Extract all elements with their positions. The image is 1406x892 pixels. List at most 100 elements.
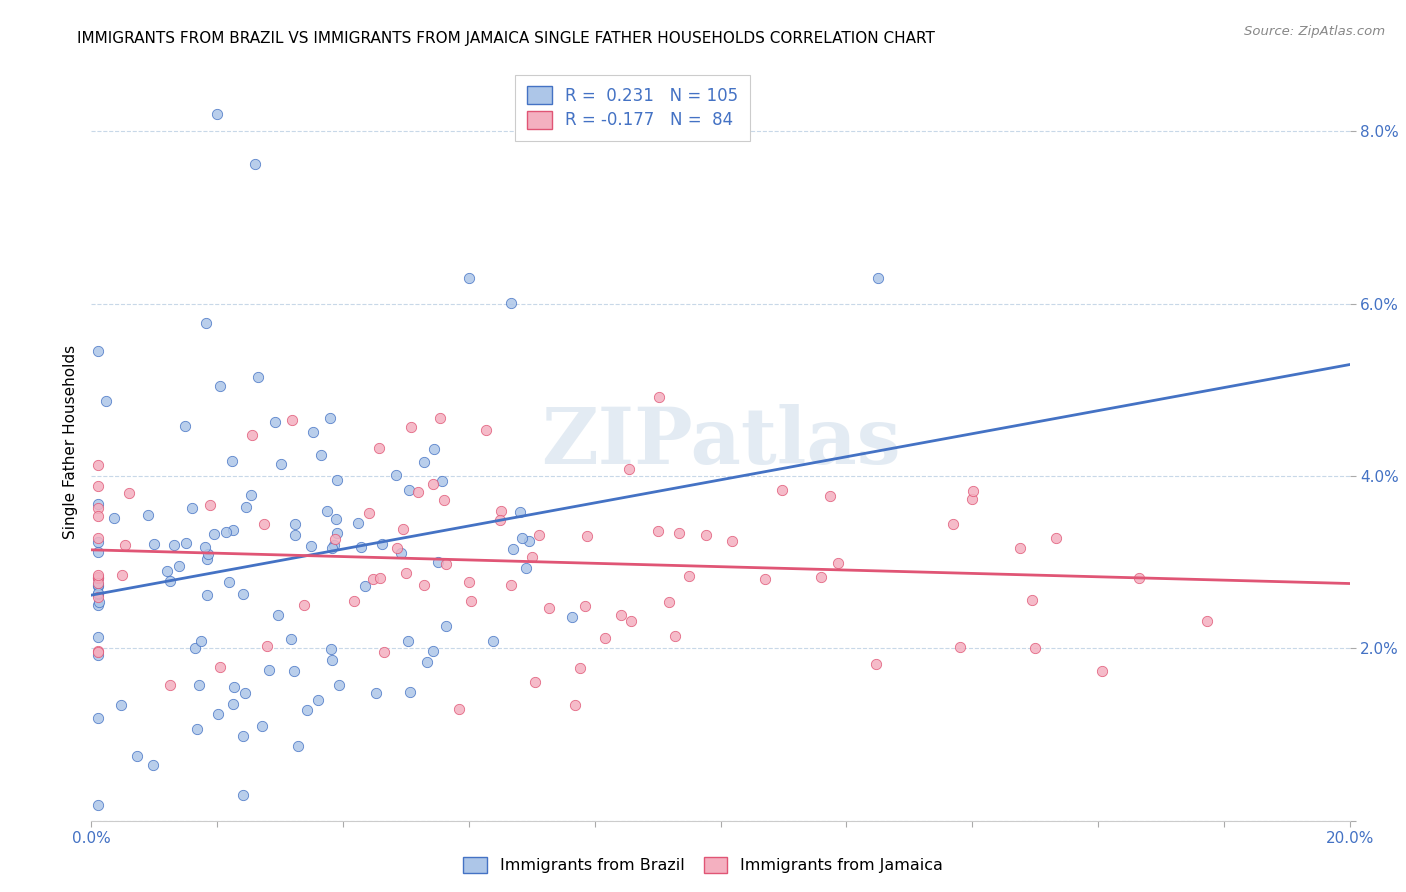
Point <box>429 410 451 425</box>
Point <box>86 535 108 549</box>
Point <box>502 542 524 557</box>
Point <box>347 516 370 530</box>
Point <box>510 531 533 545</box>
Point <box>205 107 228 121</box>
Point <box>350 540 373 554</box>
Point <box>280 632 302 647</box>
Point <box>515 560 537 574</box>
Point <box>434 557 457 571</box>
Point <box>86 479 108 493</box>
Y-axis label: Single Father Households: Single Father Households <box>62 344 77 539</box>
Point <box>574 599 596 613</box>
Point <box>240 427 263 442</box>
Point <box>695 528 717 542</box>
Point <box>187 678 209 692</box>
Point <box>522 549 544 564</box>
Point <box>422 643 444 657</box>
Point <box>720 533 742 548</box>
Point <box>1045 531 1067 545</box>
Point <box>86 798 108 813</box>
Point <box>86 711 108 725</box>
Point <box>422 477 444 491</box>
Point <box>86 458 108 472</box>
Point <box>198 498 221 512</box>
Point <box>962 483 984 498</box>
Point <box>499 295 522 310</box>
Point <box>174 419 197 434</box>
Point <box>678 569 700 583</box>
Point <box>385 541 408 555</box>
Point <box>86 645 108 659</box>
Point <box>560 610 582 624</box>
Point <box>568 660 591 674</box>
Point <box>256 639 278 653</box>
Point <box>658 595 681 609</box>
Point <box>827 556 849 570</box>
Point <box>94 394 117 409</box>
Point <box>284 528 307 542</box>
Point <box>86 578 108 592</box>
Point <box>118 485 141 500</box>
Point <box>575 529 598 543</box>
Point <box>86 648 108 662</box>
Point <box>321 641 343 656</box>
Point <box>136 508 159 523</box>
Point <box>86 571 108 585</box>
Point <box>86 644 108 658</box>
Point <box>86 531 108 545</box>
Point <box>283 664 305 678</box>
Point <box>195 588 218 602</box>
Point <box>86 343 108 358</box>
Point <box>1197 614 1219 628</box>
Point <box>413 578 436 592</box>
Point <box>142 758 165 772</box>
Point <box>458 574 481 589</box>
Point <box>86 630 108 644</box>
Point <box>865 657 887 672</box>
Point <box>194 540 217 554</box>
Point <box>328 678 350 692</box>
Point <box>86 586 108 600</box>
Point <box>318 411 340 425</box>
Point <box>309 448 332 462</box>
Point <box>190 634 212 648</box>
Point <box>960 492 983 507</box>
Point <box>325 511 347 525</box>
Point <box>270 458 292 472</box>
Point <box>620 614 643 628</box>
Point <box>668 525 690 540</box>
Point <box>232 729 254 743</box>
Point <box>232 788 254 802</box>
Point <box>110 568 132 582</box>
Point <box>413 455 436 469</box>
Point <box>537 600 560 615</box>
Point <box>86 508 108 523</box>
Point <box>284 517 307 532</box>
Point <box>942 516 965 531</box>
Point <box>233 686 256 700</box>
Point <box>299 539 322 553</box>
Point <box>415 655 437 669</box>
Point <box>326 473 349 487</box>
Legend: Immigrants from Brazil, Immigrants from Jamaica: Immigrants from Brazil, Immigrants from … <box>457 850 949 880</box>
Point <box>267 607 290 622</box>
Point <box>174 536 197 550</box>
Point <box>436 619 458 633</box>
Point <box>392 523 415 537</box>
Point <box>398 685 420 699</box>
Point <box>252 517 274 532</box>
Point <box>367 441 389 455</box>
Point <box>529 528 551 542</box>
Point <box>222 524 245 538</box>
Point <box>195 551 218 566</box>
Point <box>396 633 419 648</box>
Point <box>610 607 633 622</box>
Point <box>292 598 315 612</box>
Point <box>523 675 546 690</box>
Point <box>250 719 273 733</box>
Point <box>321 541 343 555</box>
Point <box>208 379 231 393</box>
Point <box>315 503 337 517</box>
Point <box>281 413 304 427</box>
Point <box>1008 541 1031 555</box>
